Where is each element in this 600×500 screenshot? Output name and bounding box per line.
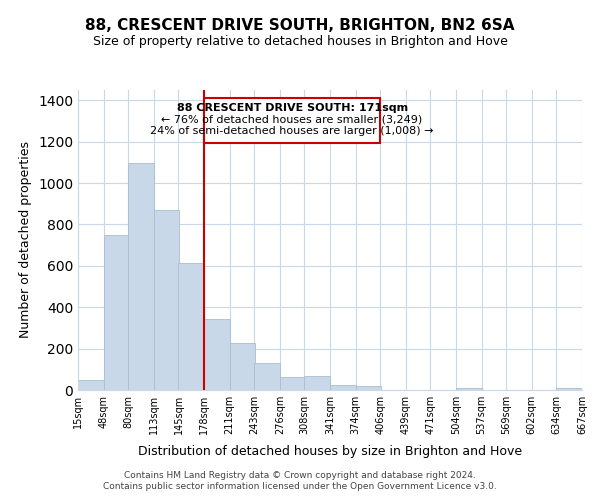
Bar [104,235,129,390]
Text: Size of property relative to detached houses in Brighton and Hove: Size of property relative to detached ho… [92,35,508,48]
Text: 88 CRESCENT DRIVE SOUTH: 171sqm: 88 CRESCENT DRIVE SOUTH: 171sqm [176,104,407,114]
FancyBboxPatch shape [204,98,380,143]
Bar [230,343,255,390]
Bar [254,363,280,390]
Bar [178,263,204,390]
Bar [304,376,330,390]
Text: ← 76% of detached houses are smaller (3,249): ← 76% of detached houses are smaller (3,… [161,115,423,125]
Text: Contains HM Land Registry data © Crown copyright and database right 2024.: Contains HM Land Registry data © Crown c… [124,471,476,480]
Bar [456,388,482,390]
Text: 88, CRESCENT DRIVE SOUTH, BRIGHTON, BN2 6SA: 88, CRESCENT DRIVE SOUTH, BRIGHTON, BN2 … [85,18,515,32]
Y-axis label: Number of detached properties: Number of detached properties [19,142,32,338]
Bar [556,388,582,390]
Text: 24% of semi-detached houses are larger (1,008) →: 24% of semi-detached houses are larger (… [151,126,434,136]
Bar [280,376,305,390]
Bar [330,385,356,390]
Bar [204,318,230,390]
Bar [356,386,381,390]
Text: Contains public sector information licensed under the Open Government Licence v3: Contains public sector information licen… [103,482,497,491]
Bar [128,164,154,390]
Bar [154,210,179,390]
X-axis label: Distribution of detached houses by size in Brighton and Hove: Distribution of detached houses by size … [138,446,522,458]
Bar [78,380,104,390]
